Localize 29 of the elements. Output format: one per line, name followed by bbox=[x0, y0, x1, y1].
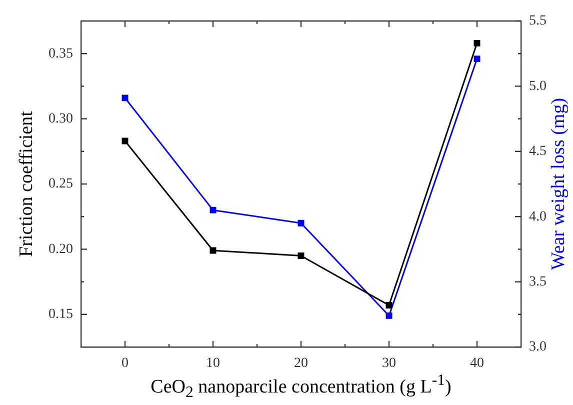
x-tick-label: 10 bbox=[206, 356, 220, 372]
y-tick-label: 0.20 bbox=[48, 242, 73, 257]
point bbox=[386, 302, 392, 308]
y2-tick-label: 4.0 bbox=[529, 209, 546, 224]
y2-tick-label: 4.5 bbox=[529, 144, 546, 160]
point bbox=[474, 40, 480, 46]
y2-tick-label: 3.0 bbox=[529, 340, 546, 355]
y-axis-title: Friction coefficient bbox=[16, 111, 38, 257]
point bbox=[386, 312, 392, 319]
y-tick-label: 0.30 bbox=[48, 111, 73, 126]
x-tick-label: 40 bbox=[470, 356, 484, 372]
point bbox=[122, 94, 128, 102]
y2-tick-label: 5.5 bbox=[529, 14, 546, 29]
y2-axis-title: Wear weight loss (mg) bbox=[548, 98, 570, 270]
y-tick-label: 0.25 bbox=[48, 176, 73, 192]
point bbox=[474, 56, 480, 62]
x-tick-label: 0 bbox=[122, 356, 128, 372]
y2-tick-label: 5.0 bbox=[529, 78, 546, 94]
x-tick-label: 30 bbox=[382, 356, 396, 372]
x-axis-title: CeO$_{2}$ nanoparcile concentration (g L$^{-1}$) bbox=[150, 372, 452, 402]
y-tick-label: 0.35 bbox=[48, 46, 73, 62]
point bbox=[210, 247, 216, 254]
y2-tick-label: 3.5 bbox=[529, 274, 546, 290]
point bbox=[298, 252, 304, 259]
point bbox=[210, 206, 216, 214]
point bbox=[298, 220, 304, 226]
x-tick-label: 20 bbox=[294, 356, 308, 372]
point bbox=[122, 138, 128, 144]
y-tick-label: 0.15 bbox=[48, 307, 73, 322]
